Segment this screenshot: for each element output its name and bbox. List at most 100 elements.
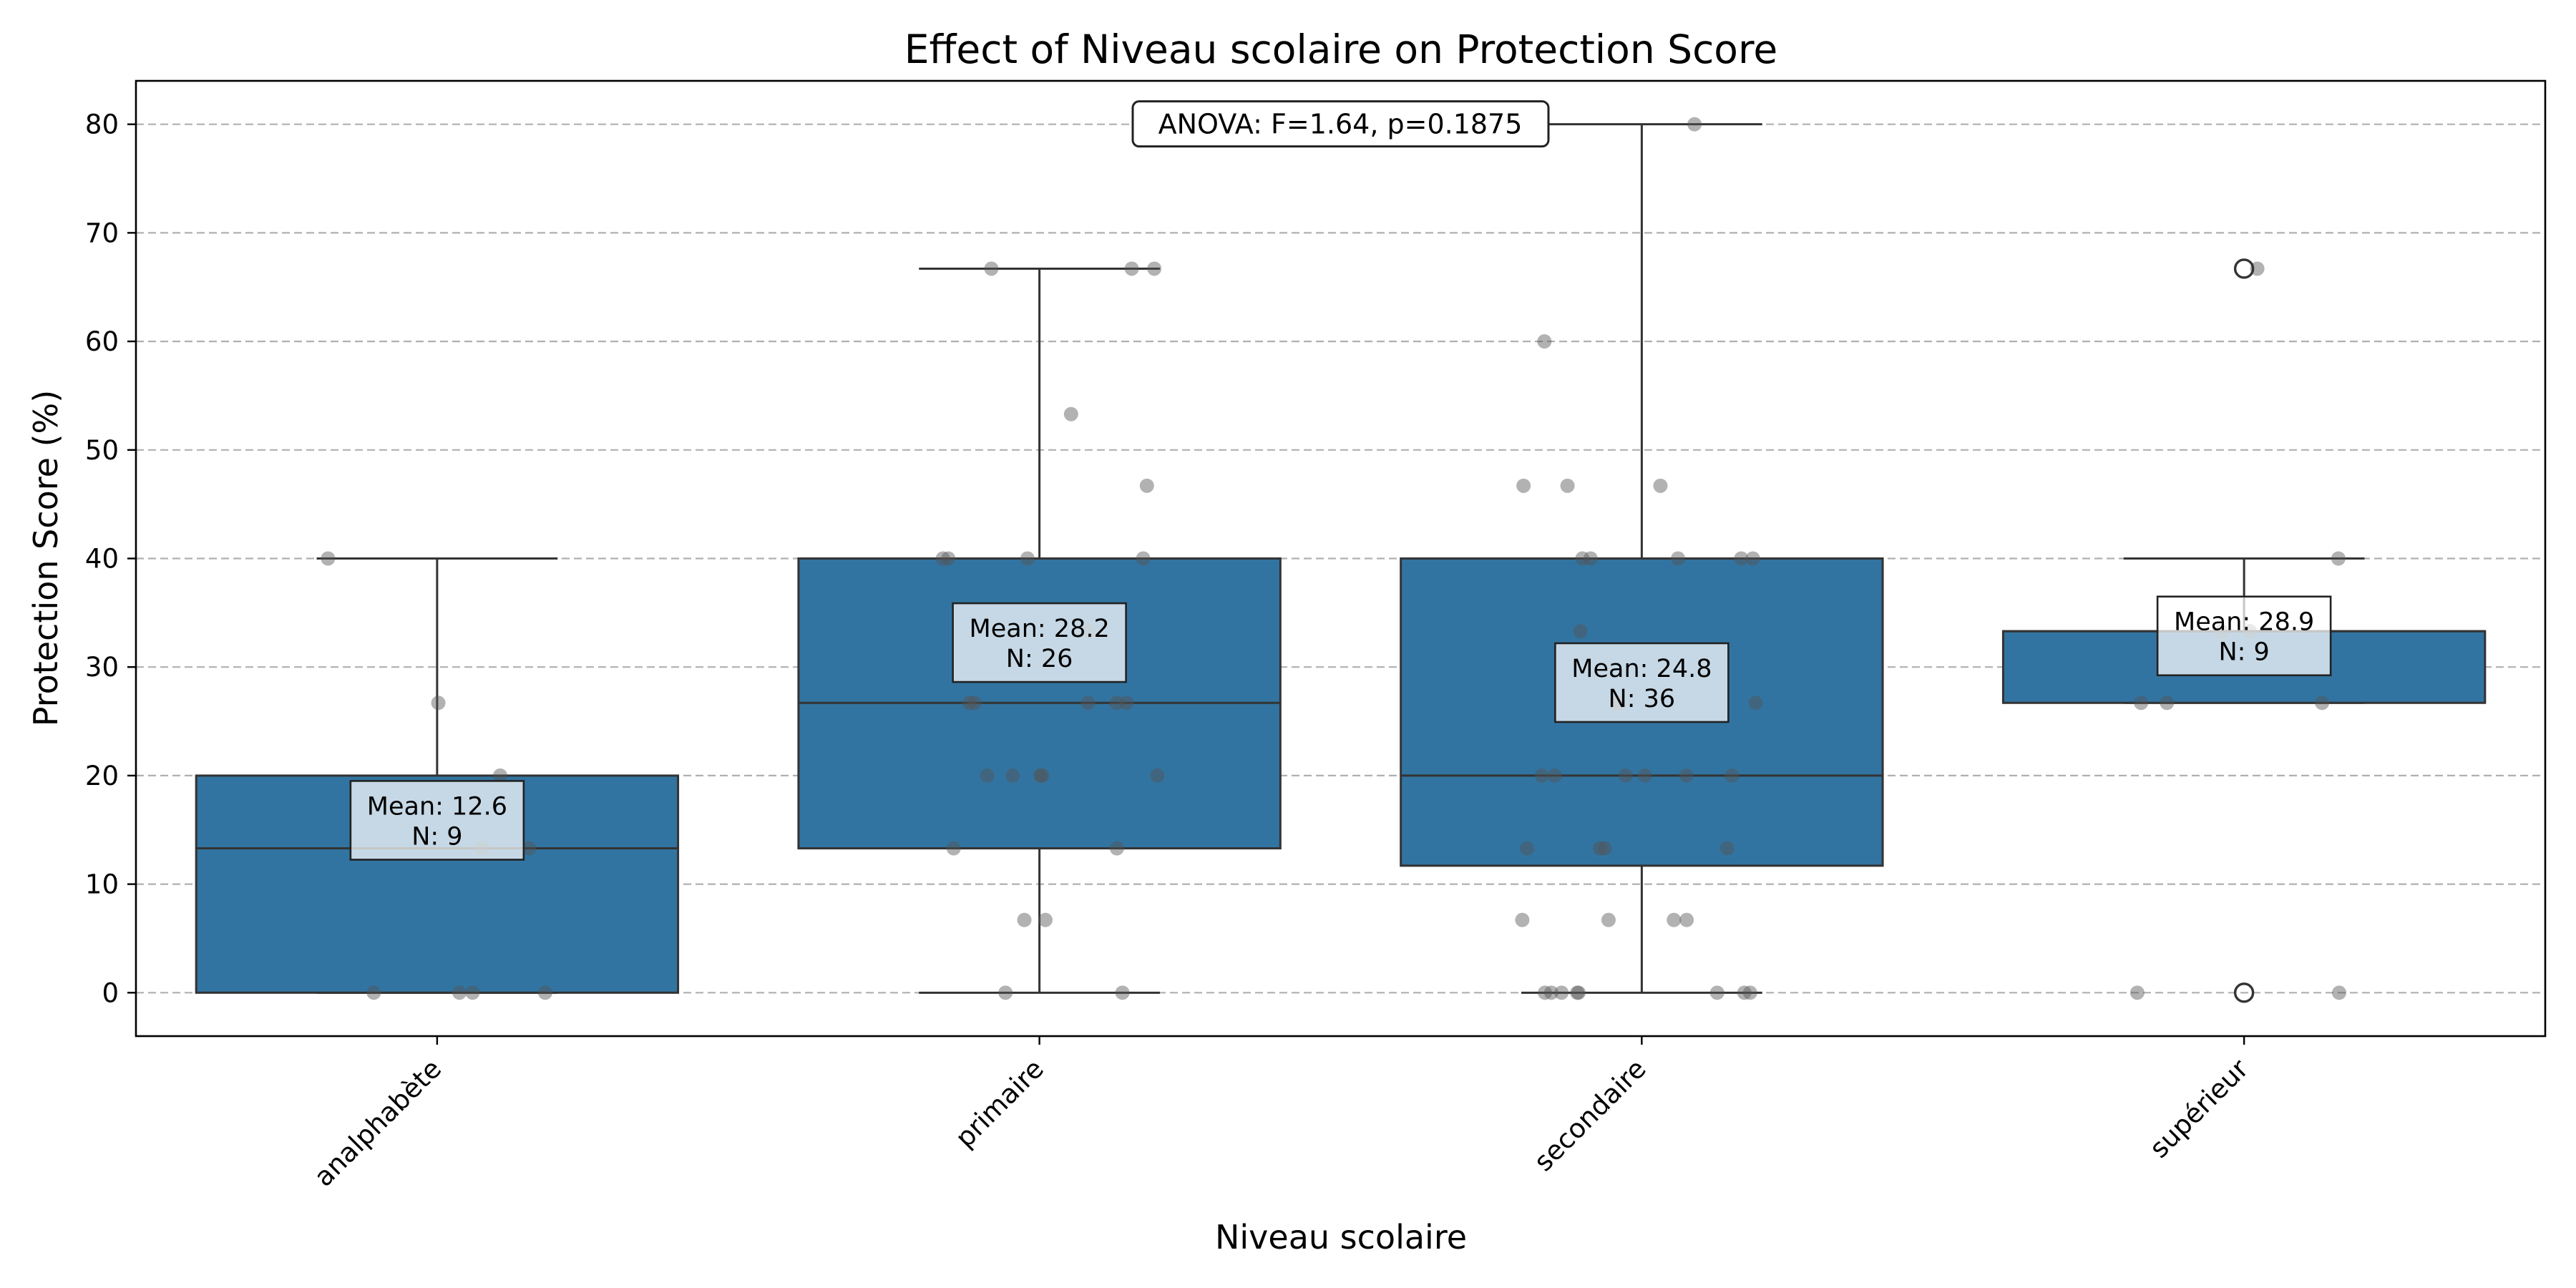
data-point: [452, 985, 467, 1000]
mean-label-box: [1554, 642, 1729, 723]
data-point: [1719, 841, 1735, 856]
chart-title: Effect of Niveau scolaire on Protection …: [904, 26, 1777, 72]
data-point: [1570, 985, 1585, 1000]
data-point: [1667, 912, 1682, 927]
data-point: [984, 261, 999, 276]
data-point: [1150, 768, 1165, 783]
data-point: [941, 551, 956, 566]
mean-label: Mean: 12.6N: 9: [349, 780, 525, 861]
data-point: [465, 985, 480, 1000]
data-point: [1560, 478, 1575, 493]
anova-annotation-box: [1131, 100, 1550, 148]
outlier-marker: [2233, 982, 2255, 1003]
mean-label-box: [349, 780, 525, 861]
data-point: [1748, 696, 1763, 711]
anova-annotation: ANOVA: F=1.64, p=0.1875: [1131, 100, 1550, 148]
data-point: [1653, 478, 1668, 493]
x-tick-label: analphabète: [308, 1053, 448, 1193]
data-point: [1737, 985, 1752, 1000]
data-point: [935, 551, 950, 566]
data-point: [1709, 985, 1724, 1000]
data-point: [1679, 912, 1694, 927]
data-point: [1516, 478, 1531, 493]
mean-label-box: [952, 602, 1127, 683]
data-point: [1687, 117, 1702, 132]
data-point: [1147, 261, 1162, 276]
y-tick-label: 20: [85, 761, 119, 791]
x-tick-label: primaire: [950, 1053, 1050, 1153]
data-point: [1537, 334, 1552, 349]
y-tick-label: 10: [85, 869, 119, 900]
mean-label-text: Mean: 12.6: [367, 792, 507, 821]
y-tick-label: 80: [85, 109, 119, 140]
data-point: [1534, 768, 1549, 783]
data-point: [1038, 912, 1053, 927]
data-point: [1115, 985, 1130, 1000]
y-tick-label: 50: [85, 435, 119, 466]
data-point: [1745, 551, 1760, 566]
data-point: [1119, 696, 1134, 711]
data-point: [1637, 768, 1652, 783]
box-group: [195, 557, 680, 994]
mean-label-box: [2156, 595, 2332, 677]
data-point: [1724, 768, 1740, 783]
mean-label-text: Mean: 28.9: [2174, 608, 2314, 637]
data-point: [1597, 841, 1612, 856]
data-point: [1671, 551, 1686, 566]
data-point: [321, 551, 336, 566]
box-group: [1400, 123, 1884, 994]
data-point: [1080, 696, 1096, 711]
data-point: [1544, 985, 1559, 1000]
data-point: [1583, 551, 1598, 566]
data-point: [1593, 841, 1608, 856]
data-point: [1109, 841, 1124, 856]
data-point: [522, 841, 537, 856]
data-point: [2315, 696, 2330, 711]
data-point: [1573, 624, 1588, 639]
data-point: [1520, 841, 1535, 856]
data-point: [2332, 985, 2347, 1000]
y-axis-ticks: 0 10 20 30 40 50 60 70 80: [85, 109, 136, 1008]
data-point: [1020, 551, 1035, 566]
y-tick-label: 60: [85, 326, 119, 357]
x-tick-label: supérieur: [2144, 1053, 2255, 1163]
y-tick-label: 30: [85, 652, 119, 683]
data-point: [946, 841, 961, 856]
outlier-marker: [2233, 258, 2255, 279]
n-label-text: N: 26: [1006, 645, 1073, 673]
mean-label: Mean: 28.9N: 9: [2156, 595, 2332, 677]
data-point: [1538, 985, 1553, 1000]
x-axis-title: Niveau scolaire: [1215, 1218, 1467, 1257]
n-label-text: N: 9: [411, 822, 462, 851]
data-point: [1063, 406, 1078, 421]
data-point: [1139, 478, 1154, 493]
data-point: [962, 696, 977, 711]
data-point: [431, 696, 446, 711]
data-point: [1554, 985, 1569, 1000]
data-point: [1679, 768, 1694, 783]
mean-label: Mean: 24.8N: 36: [1554, 642, 1729, 723]
n-label-text: N: 36: [1609, 685, 1676, 713]
data-point: [967, 696, 982, 711]
data-point: [2331, 551, 2346, 566]
data-point: [1515, 912, 1530, 927]
data-point: [1618, 768, 1633, 783]
mean-labels-layer: Mean: 12.6N: 9 Mean: 28.2N: 26 Mean: 24.8N…: [349, 595, 2332, 861]
data-point: [1136, 551, 1151, 566]
data-point: [2250, 261, 2265, 276]
data-point: [1109, 696, 1124, 711]
data-point: [2134, 696, 2149, 711]
y-tick-label: 40: [85, 544, 119, 575]
mean-label: Mean: 28.2N: 26: [952, 602, 1127, 683]
data-point: [980, 768, 995, 783]
data-point: [1601, 912, 1616, 927]
data-point: [1035, 768, 1050, 783]
outliers-layer: [2233, 258, 2255, 1003]
data-point: [537, 985, 552, 1000]
data-point: [493, 768, 508, 783]
data-point: [1571, 985, 1586, 1000]
data-point: [1575, 551, 1590, 566]
y-tick-label: 0: [102, 977, 119, 1008]
data-point: [1124, 261, 1139, 276]
